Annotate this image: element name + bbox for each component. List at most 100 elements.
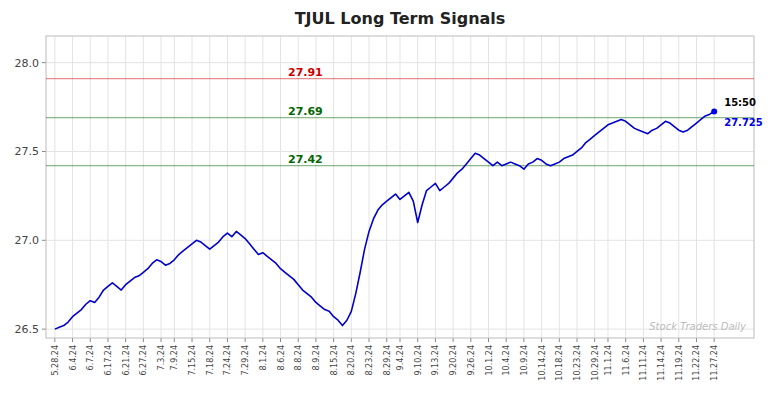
x-tick-label: 8.15.24 bbox=[330, 345, 339, 376]
x-tick bbox=[400, 338, 401, 342]
y-tick bbox=[42, 240, 46, 241]
x-grid-line bbox=[90, 36, 91, 338]
x-tick-label: 8.6.24 bbox=[277, 345, 286, 370]
x-tick bbox=[192, 338, 193, 342]
x-grid-line bbox=[161, 36, 162, 338]
x-tick-label: 7.3.24 bbox=[157, 345, 166, 370]
y-tick-label: 27.5 bbox=[15, 145, 40, 158]
level-label: 27.69 bbox=[288, 105, 323, 118]
x-grid-line bbox=[594, 36, 595, 338]
plot-frame bbox=[46, 36, 754, 338]
x-grid-line bbox=[470, 36, 471, 338]
x-tick-label: 9.4.24 bbox=[396, 345, 405, 370]
x-tick-label: 8.9.24 bbox=[312, 345, 321, 370]
x-grid-line bbox=[488, 36, 489, 338]
x-tick bbox=[315, 338, 316, 342]
x-tick bbox=[607, 338, 608, 342]
last-price-dot bbox=[711, 109, 717, 115]
x-tick-label: 10.4.24 bbox=[502, 345, 511, 376]
x-tick-label: 6.7.24 bbox=[86, 345, 95, 370]
x-tick-label: 6.21.24 bbox=[122, 345, 131, 376]
x-tick-label: 10.23.24 bbox=[573, 345, 582, 381]
last-price-label: 27.725 bbox=[724, 117, 763, 128]
last-time-label: 15:50 bbox=[724, 97, 756, 108]
x-tick bbox=[209, 338, 210, 342]
x-grid-line bbox=[54, 36, 55, 338]
x-tick-label: 10.1.24 bbox=[485, 345, 494, 376]
x-tick bbox=[386, 338, 387, 342]
x-tick bbox=[107, 338, 108, 342]
x-tick bbox=[227, 338, 228, 342]
y-tick-label: 26.5 bbox=[15, 323, 40, 336]
x-tick-label: 6.27.24 bbox=[139, 345, 148, 376]
x-tick bbox=[351, 338, 352, 342]
y-tick-label: 28.0 bbox=[15, 57, 40, 70]
x-grid-line bbox=[559, 36, 560, 338]
x-tick-label: 5.28.24 bbox=[51, 345, 60, 376]
chart: TJUL Long Term Signals26.527.027.528.05.… bbox=[0, 0, 784, 398]
level-line bbox=[46, 78, 754, 79]
title: TJUL Long Term Signals bbox=[295, 9, 506, 28]
x-tick bbox=[161, 338, 162, 342]
x-tick bbox=[90, 338, 91, 342]
x-tick-label: 9.20.24 bbox=[449, 345, 458, 376]
watermark: Stock Traders Daily bbox=[649, 321, 747, 332]
x-grid-line bbox=[174, 36, 175, 338]
x-grid-line bbox=[523, 36, 524, 338]
x-tick bbox=[577, 338, 578, 342]
x-tick bbox=[417, 338, 418, 342]
price-line bbox=[55, 112, 714, 330]
x-grid-line bbox=[333, 36, 334, 338]
x-tick bbox=[280, 338, 281, 342]
x-grid-line bbox=[696, 36, 697, 338]
x-tick bbox=[625, 338, 626, 342]
x-tick-label: 8.23.24 bbox=[365, 345, 374, 376]
x-tick bbox=[369, 338, 370, 342]
x-tick bbox=[245, 338, 246, 342]
x-tick bbox=[696, 338, 697, 342]
level-line bbox=[46, 117, 754, 118]
x-tick-label: 10.14.24 bbox=[538, 345, 547, 381]
x-grid-line bbox=[435, 36, 436, 338]
x-grid-line bbox=[262, 36, 263, 338]
x-tick bbox=[333, 338, 334, 342]
x-tick-label: 7.9.24 bbox=[170, 345, 179, 370]
x-grid-line bbox=[714, 36, 715, 338]
level-label: 27.91 bbox=[288, 66, 323, 79]
x-grid-line bbox=[678, 36, 679, 338]
x-tick bbox=[559, 338, 560, 342]
x-tick-label: 9.13.24 bbox=[431, 345, 440, 376]
x-grid-line bbox=[227, 36, 228, 338]
x-tick-label: 10.9.24 bbox=[520, 345, 529, 376]
x-grid-line bbox=[541, 36, 542, 338]
x-tick bbox=[541, 338, 542, 342]
x-grid-line bbox=[369, 36, 370, 338]
plot-area bbox=[46, 79, 754, 329]
x-tick-label: 11.27.24 bbox=[710, 345, 719, 381]
x-grid-line bbox=[661, 36, 662, 338]
x-tick-label: 8.29.24 bbox=[383, 345, 392, 376]
x-grid-line bbox=[625, 36, 626, 338]
x-grid-line bbox=[506, 36, 507, 338]
y-tick bbox=[42, 329, 46, 330]
x-tick-label: 11.6.24 bbox=[622, 345, 631, 376]
annotations: 27.9127.6927.4215:5027.725Stock Traders … bbox=[288, 66, 763, 332]
x-grid-line bbox=[453, 36, 454, 338]
x-tick-label: 8.1.24 bbox=[259, 345, 268, 370]
y-tick bbox=[42, 62, 46, 63]
x-tick bbox=[72, 338, 73, 342]
x-tick-label: 9.10.24 bbox=[414, 345, 423, 376]
x-grid-line bbox=[245, 36, 246, 338]
x-tick-label: 7.29.24 bbox=[241, 345, 250, 376]
grid bbox=[46, 36, 754, 338]
x-grid-line bbox=[143, 36, 144, 338]
x-grid-line bbox=[125, 36, 126, 338]
x-tick-label: 11.14.24 bbox=[657, 345, 666, 381]
x-tick-label: 8.8.24 bbox=[294, 345, 303, 370]
x-grid-line bbox=[607, 36, 608, 338]
x-grid-line bbox=[577, 36, 578, 338]
x-grid-line bbox=[298, 36, 299, 338]
x-tick bbox=[453, 338, 454, 342]
x-tick bbox=[678, 338, 679, 342]
x-tick-label: 7.24.24 bbox=[223, 345, 232, 376]
